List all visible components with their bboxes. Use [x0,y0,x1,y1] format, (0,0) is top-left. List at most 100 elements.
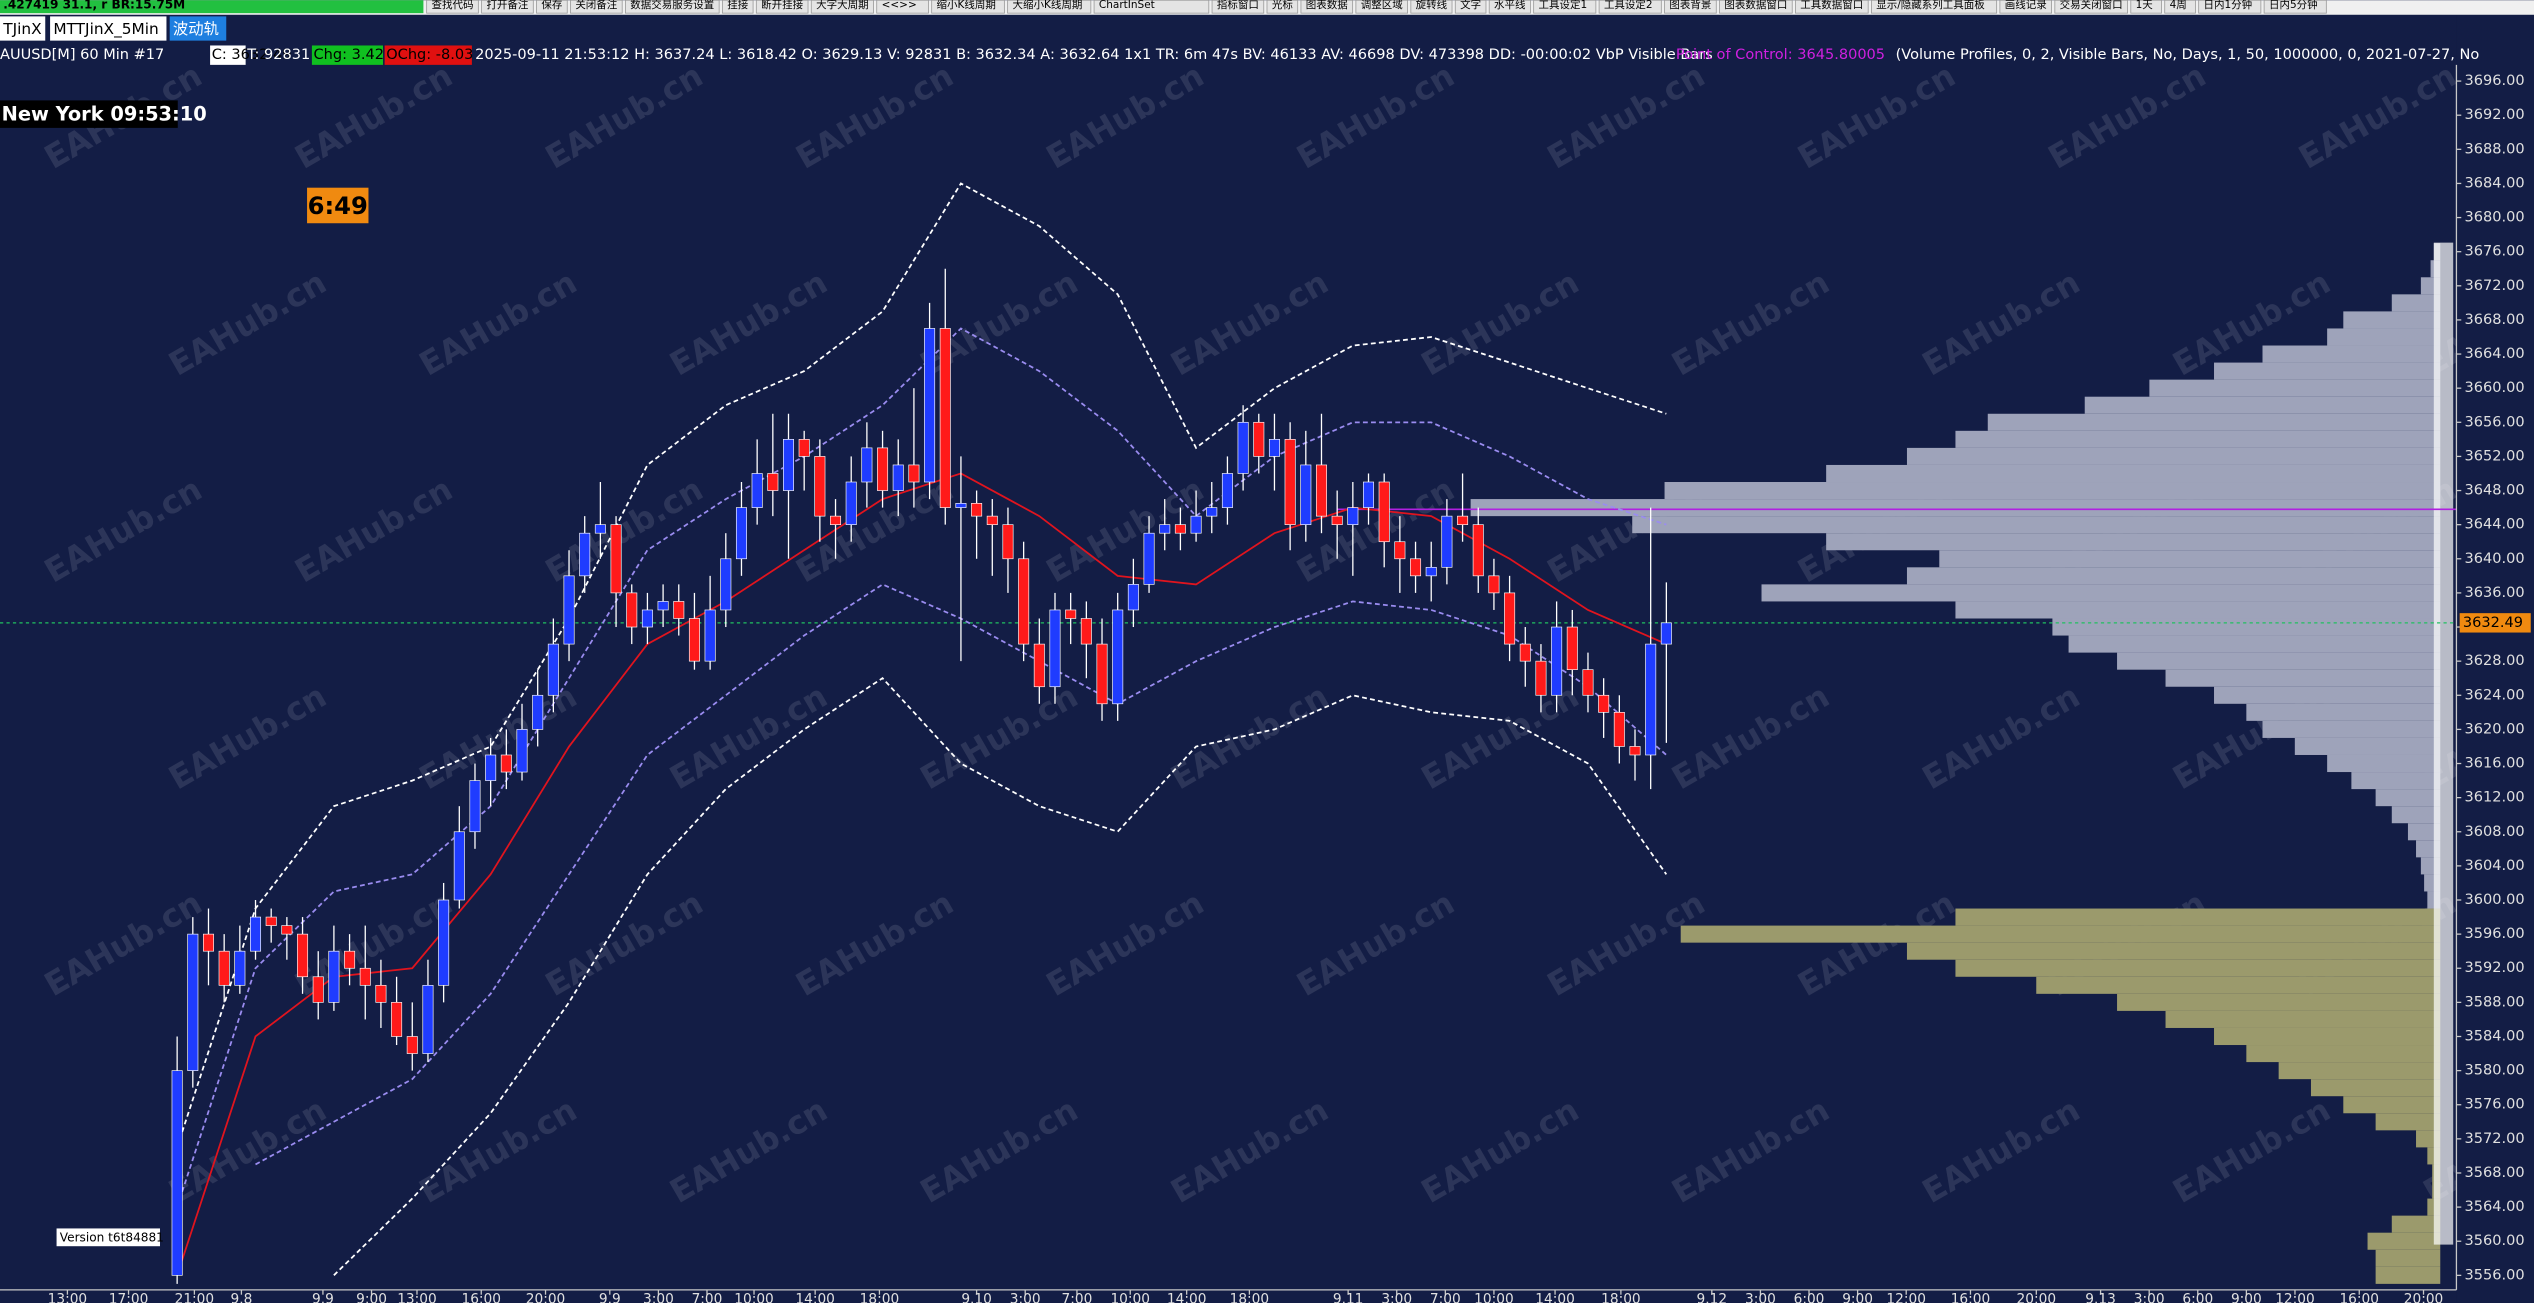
y-tick-label: 3672.00 [2465,278,2525,294]
toolbar-button-label[interactable]: 大缩小K线周期 [1012,0,1082,11]
x-tick-label: 9.8 [230,1292,252,1303]
toolbar-button[interactable] [481,0,534,14]
toolbar-button-label[interactable]: 图表数据 [1306,0,1349,11]
toolbar-button[interactable] [1093,0,1210,14]
toolbar-button-label[interactable]: 工具设定1 [1539,0,1588,11]
toolbar-button-label[interactable]: 大字大周期 [816,0,868,11]
toolbar-button-label[interactable]: 数据交易服务设置 [630,0,714,11]
toolbar-button[interactable] [2198,0,2262,14]
toolbar-button[interactable] [1488,0,1531,14]
toolbar-button-label[interactable]: 日内5分钟 [2269,0,2318,11]
toolbar-button[interactable] [625,0,720,14]
toolbar-button-label[interactable]: 4周 [2170,0,2187,11]
x-tick-label: 9:00 [356,1292,387,1303]
toolbar-button[interactable] [1410,0,1453,14]
x-tick-label: 10:00 [1474,1292,1514,1303]
toolbar-button[interactable] [536,0,568,14]
toolbar-button[interactable] [1355,0,1409,14]
toolbar-button[interactable] [876,0,929,14]
toolbar-button-label[interactable]: <<>> [882,0,917,11]
toolbar-button[interactable] [931,0,1005,14]
toolbar-button[interactable] [2130,0,2162,14]
toolbar-button[interactable] [755,0,809,14]
toolbar-button-label[interactable]: 光标 [1272,0,1294,11]
toolbar-button[interactable] [1719,0,1793,14]
x-tick-label: 9.12 [1697,1292,1728,1303]
volume-profile-bar [2407,823,2441,841]
toolbar-button-label[interactable]: 水平线 [1494,0,1526,11]
x-tick-label: 14:00 [795,1292,835,1303]
x-tick-label: 9.10 [961,1292,992,1303]
toolbar-button[interactable] [721,0,754,14]
y-tick-label: 3648.00 [2465,483,2525,499]
last-price-label: 3632.49 [2463,615,2523,631]
toolbar-button[interactable] [1211,0,1265,14]
candle-body [1363,481,1375,508]
toolbar-button-label[interactable]: 工具设定2 [1604,0,1653,11]
toolbar-button[interactable] [2164,0,2196,14]
toolbar-button-label[interactable]: 旋转线 [1416,0,1448,11]
x-tick-label: 16:00 [461,1292,501,1303]
toolbar-button-label[interactable]: 交易关闭窗口 [2060,0,2123,11]
toolbar-button[interactable] [1598,0,1662,14]
toolbar-button-label[interactable]: 打开备注 [486,0,528,11]
toolbar-button[interactable] [570,0,623,14]
candle-body [971,503,983,517]
volume-profile-bar [2214,1027,2441,1046]
tab-active[interactable] [169,16,227,41]
toolbar-button[interactable] [426,0,479,14]
candle-body [845,481,857,525]
toolbar-button[interactable] [1454,0,1487,14]
volume-profile-bar [2351,772,2441,790]
toolbar-button-label[interactable]: 画线记录 [2005,0,2047,11]
toolbar-button[interactable] [1266,0,1299,14]
toolbar-button[interactable] [810,0,874,14]
toolbar-button-label[interactable]: 图表数据窗口 [1724,0,1787,11]
candle-body [297,933,309,978]
candle-body [1112,609,1124,705]
toolbar-button-label[interactable]: 文字 [1460,0,1481,11]
toolbar-button-label[interactable]: 图表背景 [1669,0,1711,11]
toolbar-button-label[interactable]: 关闭备注 [575,0,617,11]
toolbar-button-label[interactable]: 保存 [541,0,562,11]
toolbar-button-label[interactable]: 1天 [2136,0,2154,11]
volume-profile-bar [2343,311,2441,329]
candle-body [767,473,779,491]
x-tick-label: 9.11 [1333,1292,1364,1303]
toolbar-button-label[interactable]: 断开挂接 [761,0,803,11]
candle-body [1347,507,1359,525]
x-tick-label: 18:00 [860,1292,900,1303]
toolbar-button-label[interactable]: 日内1分钟 [2204,0,2253,11]
toolbar-button-label[interactable]: 查找代码 [431,0,473,11]
version-box [56,1228,160,1247]
toolbar-button-label[interactable]: 工具数据窗口 [1800,0,1863,11]
candle-body [563,575,575,645]
toolbar-button-label[interactable]: 挂接 [727,0,748,11]
tab-label[interactable]: 波动轨 [173,20,219,38]
toolbar-button[interactable] [1007,0,1092,14]
toolbar-button[interactable] [1300,0,1354,14]
toolbar-button-label[interactable]: 显示/隐藏系列工具面板 [1876,0,1985,11]
toolbar-button[interactable] [2054,0,2128,14]
y-tick-label: 3564.00 [2465,1199,2525,1215]
toolbar-button[interactable] [1871,0,1998,14]
toolbar-button-label[interactable]: 指标窗口 [1217,0,1259,11]
toolbar-button[interactable] [1664,0,1717,14]
candle-body [1378,481,1390,543]
toolbar-button[interactable] [2263,0,2327,14]
toolbar-button[interactable] [1533,0,1597,14]
tab-label[interactable]: TJinX [2,20,42,38]
candle-body [1613,712,1625,747]
volume-profile-bar [1470,499,2441,517]
y-tick-label: 3556.00 [2465,1267,2525,1283]
toolbar-button-label[interactable]: 缩小K线周期 [937,0,996,11]
y-tick-label: 3652.00 [2465,448,2525,464]
tab-label[interactable]: MTTJinX_5Min [53,20,158,39]
tab[interactable] [50,16,167,41]
toolbar-button-label[interactable]: 调整区域 [1361,0,1403,11]
tab[interactable] [0,16,46,41]
candle-body [1002,524,1014,560]
toolbar-button-label[interactable]: ChartInSet [1099,0,1155,11]
toolbar-button[interactable] [1795,0,1869,14]
toolbar-button[interactable] [1999,0,2053,14]
